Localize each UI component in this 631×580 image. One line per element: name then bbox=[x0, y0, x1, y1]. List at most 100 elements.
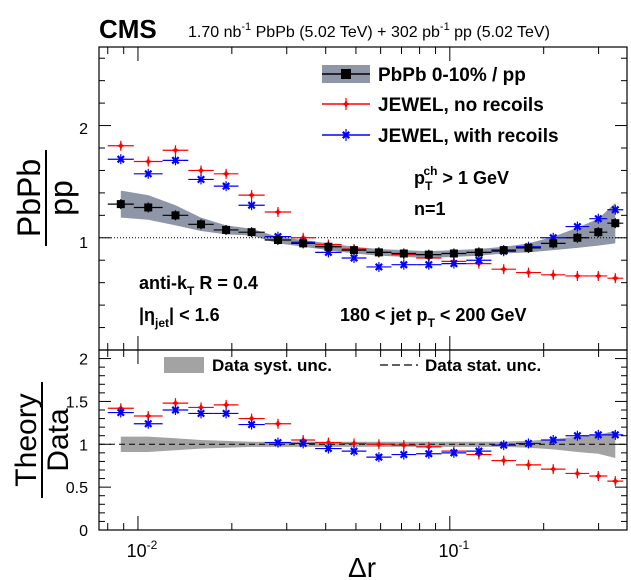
track-pt-p: p bbox=[414, 168, 425, 188]
lumi-pbpb-exp: -1 bbox=[241, 21, 251, 33]
x-tick-1e-2-exp: -2 bbox=[147, 538, 158, 552]
top-no-recoil-point-15 bbox=[499, 264, 509, 274]
jet-eta-prefix: |η bbox=[139, 305, 155, 325]
legend-data-marker bbox=[341, 69, 351, 79]
lumi-pp-system: pp (5.02 TeV) bbox=[450, 24, 550, 41]
ratio-recoil-point-15 bbox=[499, 441, 508, 450]
top-data-point-19 bbox=[594, 228, 603, 237]
top-data-point-2 bbox=[171, 211, 180, 220]
top-no-recoil-point-1 bbox=[143, 157, 153, 166]
top-x-ticks bbox=[107, 47, 600, 350]
ratio-series-no-recoil bbox=[107, 398, 624, 487]
top-recoil-point-9 bbox=[350, 254, 358, 262]
ratio-no-recoil-point-16 bbox=[524, 460, 533, 470]
legend-no-recoil-marker bbox=[341, 98, 351, 110]
top-data-point-14 bbox=[474, 248, 483, 257]
ratio-recoil-point-17 bbox=[549, 436, 558, 444]
top-y-axis-denominator: pp bbox=[43, 180, 79, 216]
ratio-recoil-point-16 bbox=[524, 439, 533, 448]
ratio-no-recoil-point-8 bbox=[323, 438, 333, 448]
ratio-recoil-point-6 bbox=[273, 438, 282, 447]
top-data-point-12 bbox=[424, 250, 433, 259]
top-no-recoil-point-16 bbox=[524, 268, 533, 278]
ratio-y-tick-label-1p5: 1.5 bbox=[66, 394, 88, 411]
jet-pt-suffix: < 200 GeV bbox=[435, 305, 527, 325]
ratio-y-axis-numerator: Theory bbox=[10, 393, 43, 486]
lumi-pbpb: 1.70 nb bbox=[188, 24, 241, 41]
ratio-no-recoil-point-12 bbox=[424, 442, 434, 452]
top-no-recoil-point-3 bbox=[196, 165, 206, 175]
top-recoil-point-19 bbox=[594, 214, 603, 223]
jet-algorithm: anti-kT R = 0.4 bbox=[139, 273, 258, 298]
track-pt-sup: ch bbox=[423, 164, 437, 178]
ratio-recoil-point-2 bbox=[171, 406, 180, 414]
x-tick-label-1e-2: 10-2 bbox=[127, 538, 158, 561]
top-y-tick-label-2: 2 bbox=[79, 121, 88, 138]
track-pt-sub: T bbox=[425, 179, 433, 193]
legend-syst-label: Data syst. unc. bbox=[212, 356, 332, 375]
ratio-recoil-point-1 bbox=[144, 419, 153, 428]
top-data-point-8 bbox=[324, 242, 333, 251]
top-data-point-7 bbox=[299, 239, 308, 248]
top-y-ticks bbox=[99, 57, 627, 329]
top-series-data bbox=[107, 199, 624, 260]
ratio-recoil-point-0 bbox=[116, 408, 125, 417]
ratio-recoil-point-5 bbox=[247, 420, 256, 429]
ratio-no-recoil-point-9 bbox=[349, 438, 359, 448]
top-data-point-10 bbox=[374, 248, 383, 257]
top-recoil-point-3 bbox=[197, 175, 205, 184]
ratio-y-axis-denominator: Data bbox=[42, 408, 75, 472]
ratio-no-recoil-point-3 bbox=[196, 402, 206, 412]
top-data-point-20 bbox=[611, 219, 620, 228]
jet-algorithm-sub: T bbox=[187, 284, 195, 298]
ratio-frame bbox=[98, 349, 628, 531]
top-data-point-15 bbox=[499, 246, 508, 255]
lumi-pp-exp: -1 bbox=[440, 21, 450, 33]
jet-eta-sub: jet bbox=[154, 316, 169, 330]
legend-syst-swatch bbox=[164, 357, 204, 373]
top-recoil-point-14 bbox=[474, 256, 483, 265]
lumi-pbpb-system: PbPb (5.02 TeV) + 302 pb bbox=[251, 24, 440, 41]
top-recoil-point-12 bbox=[424, 260, 433, 269]
top-recoil-point-11 bbox=[399, 260, 408, 269]
ratio-recoil-point-20 bbox=[611, 430, 620, 439]
ratio-recoil-point-3 bbox=[197, 409, 205, 418]
ratio-y-axis-title: Theory Data bbox=[10, 382, 75, 498]
top-recoil-point-5 bbox=[247, 201, 256, 210]
top-no-recoil-point-19 bbox=[593, 271, 603, 281]
ratio-y-tick-label-1: 1 bbox=[79, 437, 88, 454]
top-recoil-point-10 bbox=[374, 262, 383, 271]
ratio-recoil-point-14 bbox=[474, 447, 483, 456]
ratio-no-recoil-point-1 bbox=[143, 411, 153, 421]
ratio-no-recoil-point-4 bbox=[221, 400, 231, 410]
top-no-recoil-point-4 bbox=[221, 169, 231, 179]
top-data-point-1 bbox=[144, 203, 153, 212]
x-tick-1e-1-exp: -1 bbox=[458, 538, 469, 552]
ratio-recoil-point-9 bbox=[350, 447, 358, 456]
ratio-no-recoil-point-10 bbox=[374, 439, 384, 449]
top-legend: PbPb 0-10% / pp JEWEL, no recoils JEWEL,… bbox=[322, 65, 559, 147]
top-no-recoil-point-0 bbox=[116, 141, 126, 151]
top-data-point-9 bbox=[350, 246, 359, 255]
moment-n: n=1 bbox=[414, 199, 446, 219]
top-recoil-point-20 bbox=[611, 205, 620, 214]
legend-data-label: PbPb 0-10% / pp bbox=[378, 65, 526, 86]
top-recoil-point-2 bbox=[171, 156, 180, 165]
top-data-point-6 bbox=[273, 236, 282, 245]
x-tick-1e-1-base: 10 bbox=[438, 541, 458, 561]
top-y-axis-title: PbPb pp bbox=[11, 150, 79, 246]
top-recoil-point-0 bbox=[116, 155, 125, 164]
ratio-recoil-point-10 bbox=[374, 453, 383, 462]
ratio-series-recoil bbox=[107, 405, 624, 463]
jet-eta-cut: |ηjet| < 1.6 bbox=[139, 305, 220, 330]
track-pt-suffix: > 1 GeV bbox=[437, 168, 509, 188]
ratio-no-recoil-point-11 bbox=[399, 440, 409, 450]
top-data-point-11 bbox=[399, 249, 408, 258]
legend-no-recoil-label: JEWEL, no recoils bbox=[378, 95, 544, 116]
ratio-y-tick-label-0: 0 bbox=[79, 523, 88, 540]
ratio-recoil-point-11 bbox=[399, 450, 408, 459]
data-syst-band-area bbox=[120, 190, 616, 258]
jet-algorithm-prefix: anti-k bbox=[139, 273, 188, 293]
ratio-no-recoil-point-6 bbox=[273, 419, 283, 429]
top-no-recoil-point-6 bbox=[273, 207, 283, 217]
